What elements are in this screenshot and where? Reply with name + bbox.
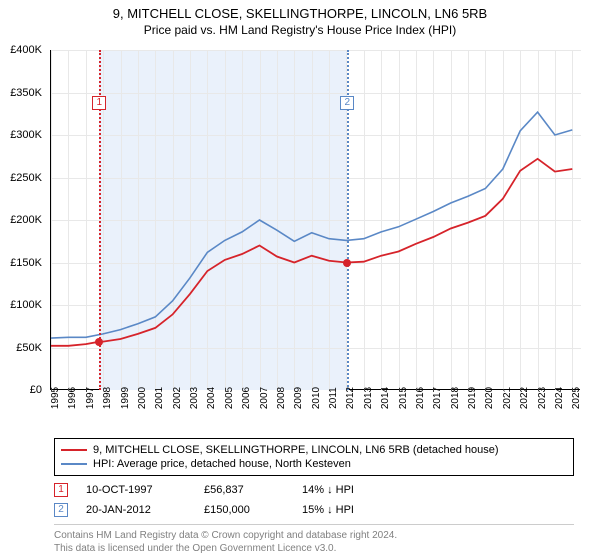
x-tick-label: 2009 — [293, 387, 304, 409]
footer: Contains HM Land Registry data © Crown c… — [54, 524, 574, 555]
x-tick-label: 2012 — [345, 387, 356, 409]
x-tick-label: 1997 — [85, 387, 96, 409]
x-tick-label: 2010 — [311, 387, 322, 409]
y-tick-label: £250K — [10, 172, 42, 184]
x-tick-label: 1996 — [67, 387, 78, 409]
x-tick-label: 2001 — [154, 387, 165, 409]
note-delta: 14% ↓ HPI — [302, 484, 354, 496]
note-delta: 15% ↓ HPI — [302, 504, 354, 516]
x-tick-label: 2000 — [137, 387, 148, 409]
note-price: £150,000 — [204, 504, 284, 516]
footer-line: Contains HM Land Registry data © Crown c… — [54, 529, 574, 542]
x-tick-label: 1999 — [120, 387, 131, 409]
legend-label: 9, MITCHELL CLOSE, SKELLINGTHORPE, LINCO… — [93, 444, 499, 456]
x-tick-label: 2004 — [206, 387, 217, 409]
note-row: 2 20-JAN-2012 £150,000 15% ↓ HPI — [54, 500, 574, 520]
y-tick-label: £100K — [10, 299, 42, 311]
series-line-property — [51, 159, 572, 346]
note-marker: 1 — [54, 483, 68, 497]
y-tick-label: £350K — [10, 87, 42, 99]
x-tick-label: 2016 — [415, 387, 426, 409]
note-date: 20-JAN-2012 — [86, 504, 186, 516]
x-tick-label: 2015 — [398, 387, 409, 409]
y-tick-label: £400K — [10, 44, 42, 56]
data-point — [95, 338, 103, 346]
note-marker: 2 — [54, 503, 68, 517]
x-tick-label: 2023 — [537, 387, 548, 409]
x-tick-label: 2007 — [259, 387, 270, 409]
y-tick-label: £0 — [30, 384, 42, 396]
series-line-hpi — [51, 112, 572, 338]
legend-swatch — [61, 463, 87, 465]
x-tick-label: 2005 — [224, 387, 235, 409]
x-tick-label: 2014 — [380, 387, 391, 409]
x-tick-label: 2022 — [519, 387, 530, 409]
x-tick-label: 2008 — [276, 387, 287, 409]
y-tick-label: £150K — [10, 257, 42, 269]
x-tick-label: 2025 — [571, 387, 582, 409]
plot: 12 — [50, 50, 580, 390]
x-tick-label: 2018 — [450, 387, 461, 409]
chart-title: 9, MITCHELL CLOSE, SKELLINGTHORPE, LINCO… — [0, 6, 600, 21]
y-tick-label: £200K — [10, 214, 42, 226]
legend-swatch — [61, 449, 87, 451]
x-tick-label: 2017 — [432, 387, 443, 409]
x-tick-label: 2002 — [172, 387, 183, 409]
x-tick-label: 2003 — [189, 387, 200, 409]
plot-area: 12 — [50, 50, 580, 390]
x-tick-label: 1998 — [102, 387, 113, 409]
legend-label: HPI: Average price, detached house, Nort… — [93, 458, 351, 470]
transaction-notes: 1 10-OCT-1997 £56,837 14% ↓ HPI 2 20-JAN… — [54, 480, 574, 520]
x-tick-label: 2006 — [241, 387, 252, 409]
x-tick-label: 2024 — [554, 387, 565, 409]
legend-item: HPI: Average price, detached house, Nort… — [61, 457, 567, 471]
y-axis: £0£50K£100K£150K£200K£250K£300K£350K£400… — [0, 50, 46, 390]
footer-line: This data is licensed under the Open Gov… — [54, 542, 574, 555]
x-tick-label: 1995 — [50, 387, 61, 409]
legend-item: 9, MITCHELL CLOSE, SKELLINGTHORPE, LINCO… — [61, 443, 567, 457]
chart-container: 9, MITCHELL CLOSE, SKELLINGTHORPE, LINCO… — [0, 0, 600, 560]
x-tick-label: 2021 — [502, 387, 513, 409]
note-price: £56,837 — [204, 484, 284, 496]
chart-subtitle: Price paid vs. HM Land Registry's House … — [0, 23, 600, 37]
title-block: 9, MITCHELL CLOSE, SKELLINGTHORPE, LINCO… — [0, 0, 600, 41]
data-point — [343, 259, 351, 267]
chart-svg — [51, 50, 581, 390]
note-row: 1 10-OCT-1997 £56,837 14% ↓ HPI — [54, 480, 574, 500]
x-tick-label: 2019 — [467, 387, 478, 409]
legend: 9, MITCHELL CLOSE, SKELLINGTHORPE, LINCO… — [54, 438, 574, 476]
x-tick-label: 2013 — [363, 387, 374, 409]
marker-box: 1 — [92, 96, 106, 110]
x-tick-label: 2020 — [484, 387, 495, 409]
note-date: 10-OCT-1997 — [86, 484, 186, 496]
x-tick-label: 2011 — [328, 387, 339, 409]
y-tick-label: £50K — [16, 342, 42, 354]
y-tick-label: £300K — [10, 129, 42, 141]
marker-box: 2 — [340, 96, 354, 110]
x-axis: 1995199619971998199920002001200220032004… — [50, 394, 580, 434]
